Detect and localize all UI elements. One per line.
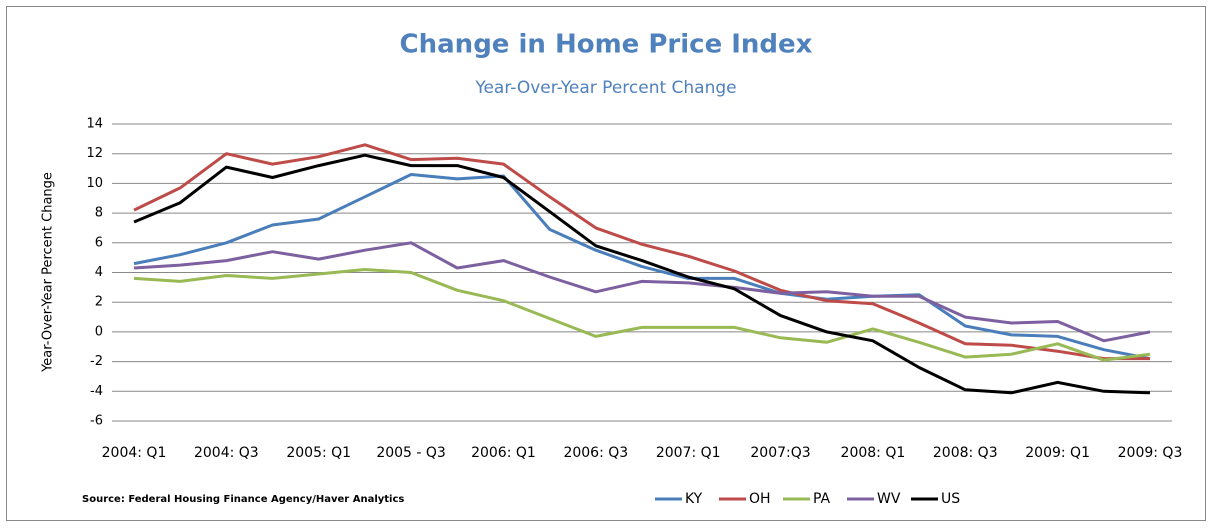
chart-title: Change in Home Price Index [400,30,813,60]
x-tick-label: 2004: Q1 [102,445,167,461]
series-line [133,173,1151,361]
legend-label: OH [749,491,771,507]
legend-label: WV [877,491,901,507]
x-tick-label: 2009: Q3 [1118,445,1183,461]
y-tick-label: -6 [90,414,103,429]
legend-label: PA [813,491,831,507]
y-tick-label: -4 [90,384,103,399]
y-tick-label: -2 [90,354,103,369]
legend-label: US [941,491,960,507]
y-tick-label: 12 [86,146,103,161]
series-line [133,268,1151,362]
legend-label: KY [685,491,703,507]
x-tick-label: 2006: Q3 [563,445,628,461]
series-line [133,153,1151,395]
y-tick-label: 8 [95,206,103,221]
x-tick-label: 2008: Q3 [933,445,998,461]
x-tick-label: 2004: Q3 [194,445,259,461]
series-line [133,143,1150,361]
y-tick-label: 6 [95,235,103,250]
y-tick-label: 4 [95,265,103,280]
x-tick-label: 2006: Q1 [471,445,536,461]
x-tick-label: 2007:Q3 [750,445,810,461]
y-tick-label: 2 [95,295,103,310]
x-tick-label: 2005 - Q3 [376,445,446,461]
y-tick-label: 0 [95,324,103,339]
source-note: Source: Federal Housing Finance Agency/H… [82,494,404,505]
y-axis-label: Year-Over-Year Percent Change [41,172,56,373]
y-tick-label: 14 [86,117,103,132]
chart-subtitle: Year-Over-Year Percent Change [474,78,736,98]
series-line [133,241,1151,343]
y-tick-label: 10 [86,176,103,191]
x-tick-label: 2007: Q1 [656,445,721,461]
x-tick-label: 2009: Q1 [1025,445,1090,461]
x-tick-label: 2008: Q1 [841,445,906,461]
x-tick-label: 2005: Q1 [286,445,351,461]
